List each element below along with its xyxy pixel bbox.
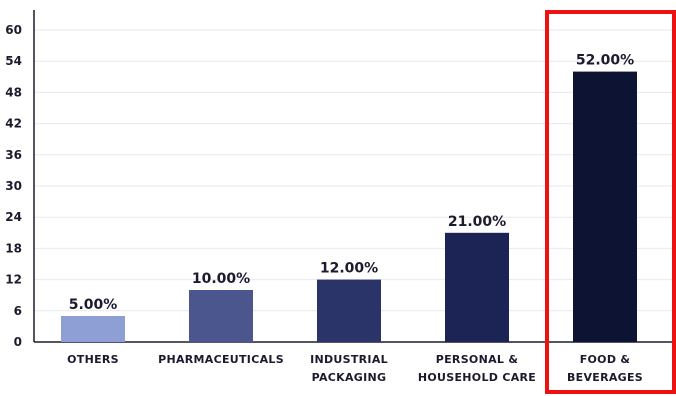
- y-tick-label: 60: [5, 23, 22, 37]
- y-tick-label: 0: [14, 335, 22, 349]
- y-tick-label: 12: [5, 273, 22, 287]
- bar: [445, 232, 509, 342]
- y-tick-labels: 0 6 12 18 24 30 36 42 48 54 60: [5, 23, 22, 349]
- category-label: PERSONAL &: [436, 353, 519, 366]
- bar: [189, 290, 253, 342]
- highlight-box: [545, 10, 676, 394]
- bar: [573, 71, 637, 342]
- data-labels: 5.00% 10.00% 12.00% 21.00% 52.00%: [69, 53, 634, 313]
- bar: [61, 316, 125, 342]
- category-label: INDUSTRIAL: [310, 353, 388, 366]
- data-label: 10.00%: [192, 271, 250, 287]
- y-tick-label: 48: [5, 85, 22, 99]
- category-label: PHARMACEUTICALS: [158, 353, 284, 366]
- y-tick-label: 30: [5, 179, 22, 193]
- data-label: 12.00%: [320, 261, 378, 277]
- y-tick-label: 6: [14, 304, 22, 318]
- grid-lines: [34, 29, 676, 312]
- y-tick-label: 36: [5, 148, 22, 162]
- category-labels: OTHERS PHARMACEUTICALS INDUSTRIAL PACKAGING…: [67, 353, 643, 384]
- category-label: HOUSEHOLD CARE: [418, 371, 536, 384]
- category-label: OTHERS: [67, 353, 119, 366]
- data-label: 21.00%: [448, 214, 506, 230]
- category-label: FOOD &: [580, 353, 631, 366]
- bars: [61, 71, 637, 342]
- y-tick-label: 24: [5, 210, 22, 224]
- data-label: 5.00%: [69, 297, 118, 313]
- y-tick-label: 18: [5, 241, 22, 255]
- category-label: BEVERAGES: [567, 371, 643, 384]
- bar: [317, 279, 381, 342]
- y-tick-label: 54: [5, 54, 22, 68]
- y-tick-label: 42: [5, 117, 22, 131]
- category-label: PACKAGING: [312, 371, 387, 384]
- data-label: 52.00%: [576, 53, 634, 69]
